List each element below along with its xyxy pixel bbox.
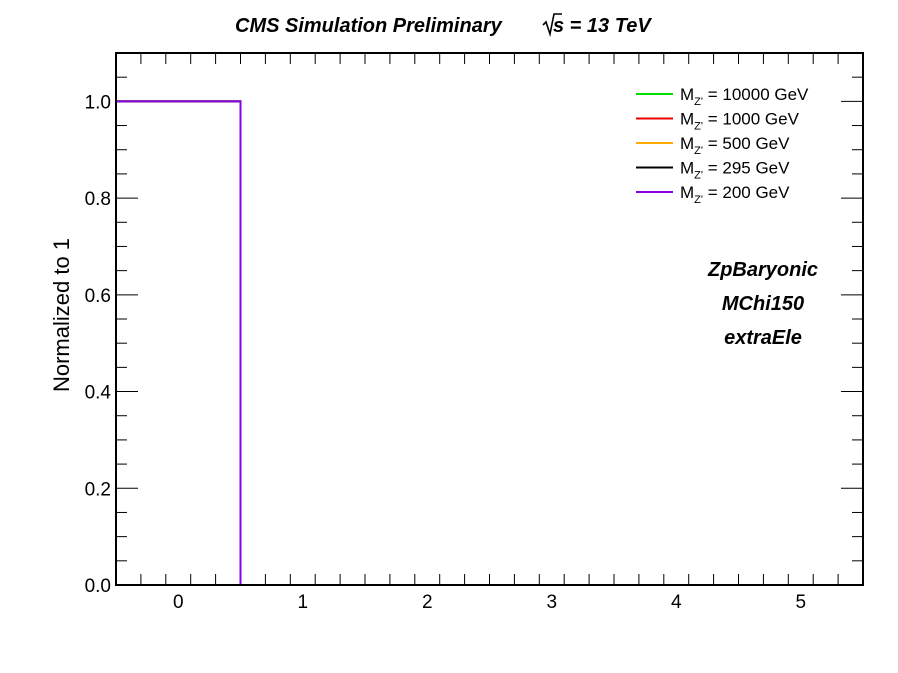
plot-frame (115, 52, 864, 586)
y-tick-label: 0.2 (85, 479, 111, 500)
legend-label: MZ' = 200 GeV (680, 183, 790, 206)
x-tick-label: 1 (297, 592, 308, 613)
y-tick-label: 0.0 (85, 576, 111, 597)
x-tick-label: 0 (173, 592, 184, 613)
x-tick-label: 3 (546, 592, 557, 613)
chart-title-energy: s = 13 TeV (553, 15, 652, 37)
y-tick-label: 0.4 (85, 383, 112, 404)
chart-title-main: CMS Simulation Preliminary (235, 15, 503, 37)
annotation-mchi: MChi150 (722, 293, 804, 315)
chart-title-sqrt-s: s (553, 15, 564, 37)
chart-title: CMS Simulation Preliminary (235, 15, 503, 37)
annotation-channel: extraEle (724, 327, 802, 349)
y-tick-label: 0.6 (85, 286, 111, 307)
y-tick-label: 1.0 (85, 92, 111, 113)
sqrt-symbol (542, 13, 562, 38)
x-tick-label: 2 (422, 592, 433, 613)
legend-label: MZ' = 500 GeV (680, 134, 790, 157)
y-tick-label: 0.8 (85, 189, 111, 210)
x-tick-label: 4 (671, 592, 682, 613)
legend-label: MZ' = 295 GeV (680, 159, 790, 182)
chart-title-energy-value: = 13 TeV (564, 15, 652, 37)
legend-label: MZ' = 1000 GeV (680, 110, 800, 133)
legend-label: MZ' = 10000 GeV (680, 85, 809, 108)
y-axis-label: Normalized to 1 (49, 238, 74, 392)
frame-layer (115, 52, 864, 586)
ticks-layer: 0.0 0.2 0.4 0.6 0.8 1.0 0 1 2 3 4 5 (85, 52, 864, 613)
x-tick-label: 5 (795, 592, 806, 613)
annotation-model: ZpBaryonic (707, 259, 818, 281)
